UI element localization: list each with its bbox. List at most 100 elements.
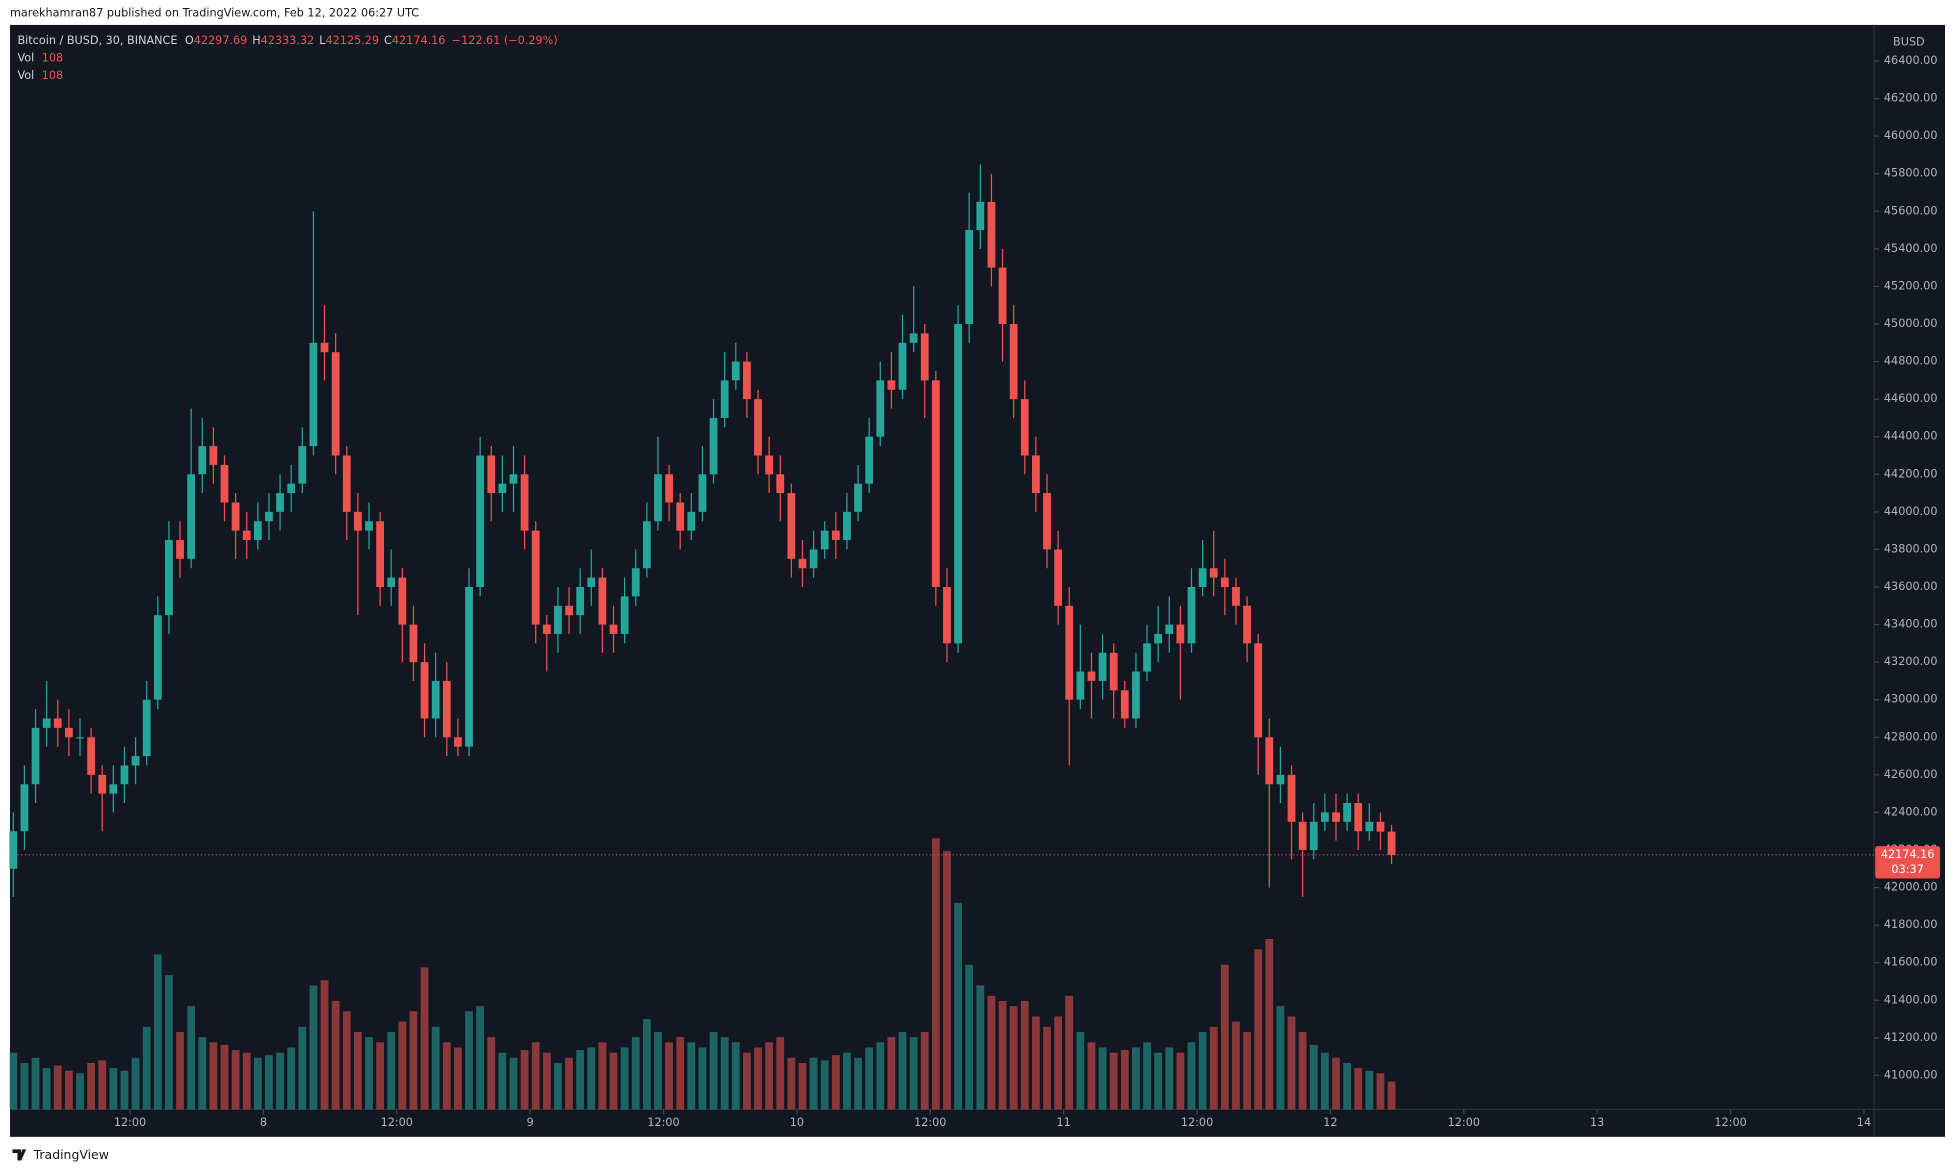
volume-bar bbox=[9, 1052, 18, 1110]
x-tick-label: 12:00 bbox=[1448, 1116, 1480, 1129]
candle-body bbox=[1309, 821, 1318, 850]
x-tick-label: 12:00 bbox=[647, 1116, 679, 1129]
candle-body bbox=[509, 474, 518, 484]
volume-bar bbox=[1120, 1050, 1129, 1110]
volume-bar bbox=[587, 1047, 596, 1110]
candle-body bbox=[1098, 652, 1107, 681]
candle-body bbox=[487, 455, 496, 494]
last-price-label: 42174.16 bbox=[1881, 848, 1935, 861]
volume-bar bbox=[542, 1052, 551, 1110]
candle-body bbox=[109, 784, 118, 794]
y-tick-label: 41000.00 bbox=[1884, 1068, 1938, 1081]
volume-bar bbox=[720, 1037, 729, 1110]
y-tick-label: 43600.00 bbox=[1884, 580, 1938, 593]
volume-bar bbox=[698, 1047, 707, 1110]
y-tick-label: 41400.00 bbox=[1884, 993, 1938, 1006]
volume-bar bbox=[287, 1047, 296, 1110]
candle-body bbox=[854, 483, 862, 512]
volume-bar bbox=[1009, 1006, 1018, 1110]
candle-body bbox=[820, 530, 829, 550]
candle-body bbox=[76, 737, 84, 739]
candle-body bbox=[309, 342, 318, 447]
x-tick-label: 11 bbox=[1057, 1116, 1071, 1129]
volume-bar bbox=[1076, 1031, 1085, 1110]
volume-bar bbox=[1109, 1052, 1118, 1110]
candle-body bbox=[620, 596, 629, 634]
candle-body bbox=[1220, 577, 1229, 587]
candle-body bbox=[420, 662, 429, 719]
legend-l-value: 42125.29 bbox=[326, 34, 380, 47]
y-tick-label: 46400.00 bbox=[1884, 54, 1938, 67]
candle-body bbox=[654, 474, 662, 522]
volume-bar bbox=[1220, 964, 1229, 1110]
candle-body bbox=[431, 680, 440, 719]
volume-bar bbox=[1343, 1062, 1351, 1110]
volume-bar bbox=[31, 1057, 40, 1110]
volume-bar bbox=[253, 1057, 262, 1110]
volume-bar bbox=[1209, 1026, 1218, 1110]
volume-bar bbox=[509, 1057, 518, 1110]
volume-bar bbox=[1232, 1021, 1240, 1110]
volume-bar bbox=[1054, 1016, 1063, 1110]
volume-bar bbox=[1287, 1016, 1296, 1110]
candle-body bbox=[298, 446, 307, 484]
volume-bar bbox=[220, 1044, 229, 1110]
candle-body bbox=[64, 727, 73, 738]
volume-bar bbox=[1043, 1026, 1051, 1110]
volume-bar bbox=[998, 1000, 1007, 1110]
volume-bar bbox=[342, 1011, 351, 1110]
candle-body bbox=[176, 540, 184, 559]
volume-bar bbox=[476, 1006, 485, 1110]
candle-body bbox=[1120, 690, 1129, 719]
volume-bar bbox=[631, 1037, 640, 1110]
candle-body bbox=[809, 549, 818, 569]
candle-body bbox=[998, 267, 1007, 324]
y-tick-label: 44000.00 bbox=[1884, 505, 1938, 518]
x-tick-label: 12 bbox=[1323, 1116, 1337, 1129]
candle-body bbox=[1031, 455, 1040, 494]
x-tick-label: 12:00 bbox=[114, 1116, 146, 1129]
volume-bar bbox=[376, 1042, 384, 1110]
candle-body bbox=[1143, 643, 1151, 672]
candle-body bbox=[465, 586, 473, 747]
candle-body bbox=[1287, 774, 1296, 822]
volume-bar bbox=[498, 1052, 507, 1110]
volume-bar bbox=[1065, 995, 1074, 1110]
volume-legend: Vol 108 bbox=[17, 69, 63, 82]
candle-body bbox=[1387, 831, 1396, 855]
candle-body bbox=[976, 201, 985, 231]
volume-bar bbox=[20, 1062, 29, 1110]
candle-body bbox=[665, 474, 673, 503]
x-tick-label: 12:00 bbox=[381, 1116, 413, 1129]
candle-body bbox=[287, 483, 296, 494]
volume-bar bbox=[909, 1037, 918, 1110]
volume-bar bbox=[298, 1026, 307, 1110]
candle-body bbox=[1276, 774, 1285, 785]
volume-bar bbox=[465, 1011, 473, 1110]
candle-body bbox=[142, 699, 151, 757]
legend-c-label: C bbox=[384, 34, 392, 47]
candle-body bbox=[442, 680, 451, 738]
volume-bar bbox=[898, 1031, 907, 1110]
candle-body bbox=[476, 455, 485, 587]
candle-body bbox=[520, 474, 529, 531]
candle-body bbox=[754, 399, 762, 456]
candle-body bbox=[831, 530, 840, 541]
candle-body bbox=[1232, 586, 1240, 606]
volume-bar bbox=[487, 1037, 496, 1110]
x-tick-label: 9 bbox=[527, 1116, 534, 1129]
candle-body bbox=[931, 380, 940, 587]
volume-bar bbox=[87, 1062, 96, 1110]
candle-body bbox=[887, 380, 896, 390]
volume-bar bbox=[931, 838, 940, 1110]
candle-body bbox=[42, 718, 51, 728]
volume-bar bbox=[64, 1070, 73, 1110]
volume-bar bbox=[1165, 1047, 1174, 1110]
volume-bar bbox=[187, 1006, 196, 1110]
candle-body bbox=[898, 342, 907, 390]
candle-body bbox=[798, 558, 807, 569]
candle-body bbox=[1320, 812, 1329, 822]
volume-bar bbox=[809, 1057, 818, 1110]
y-tick-label: 44400.00 bbox=[1884, 430, 1938, 443]
